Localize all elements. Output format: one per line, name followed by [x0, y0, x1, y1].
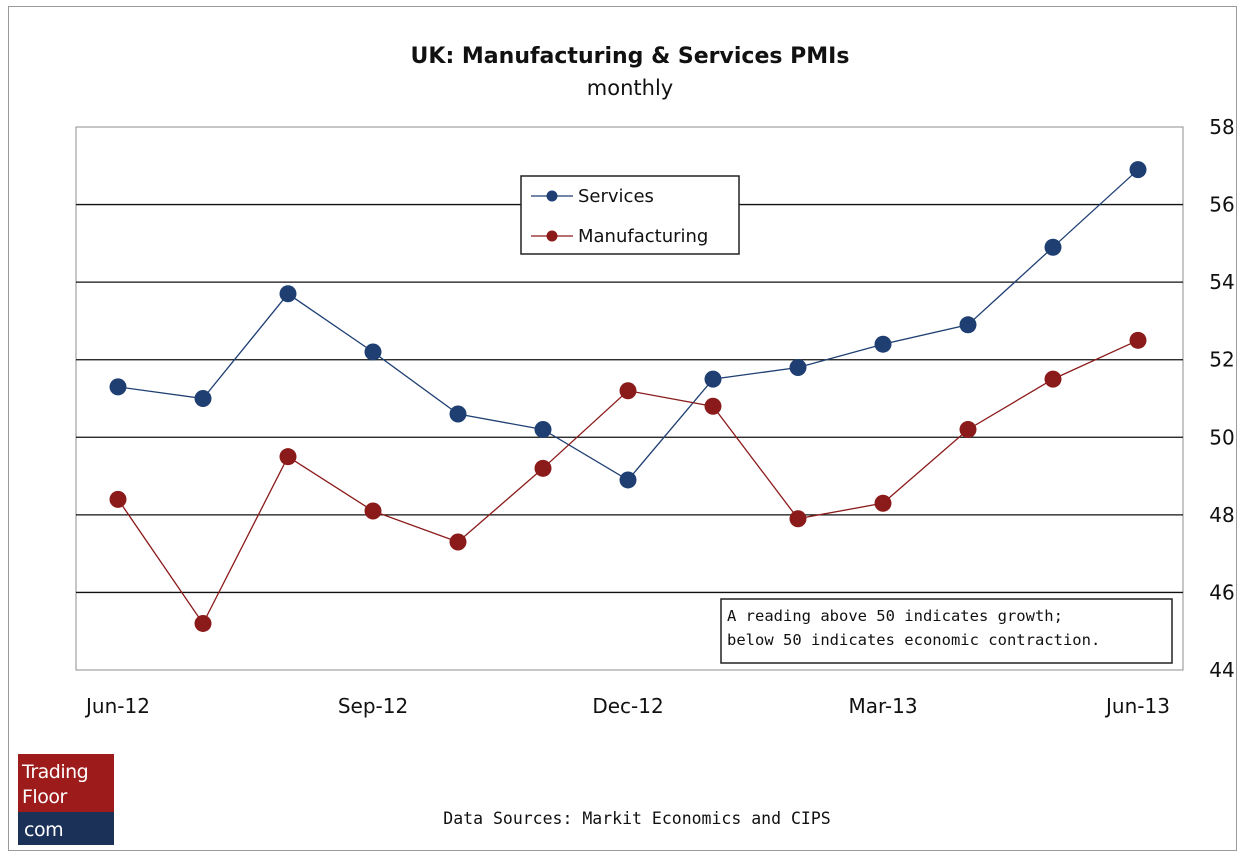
- data-point-services: [704, 370, 722, 388]
- series-services: [109, 161, 1147, 489]
- data-point-services: [449, 405, 467, 423]
- x-tick-label: Jun-13: [1104, 694, 1170, 718]
- tradingfloor-logo: Trading Floor com: [18, 754, 114, 845]
- legend-services-marker: [546, 190, 558, 202]
- y-tick-label: 52: [1209, 348, 1234, 372]
- data-point-manufacturing: [534, 459, 552, 477]
- data-point-manufacturing: [959, 421, 977, 439]
- data-point-manufacturing: [874, 494, 892, 512]
- y-tick-label: 48: [1209, 503, 1234, 527]
- data-point-services: [1044, 238, 1062, 256]
- y-axis-tick-labels: 44 46 48 50 52 54 56 58: [1209, 115, 1234, 682]
- x-tick-label: Jun-12: [84, 694, 150, 718]
- data-point-manufacturing: [1129, 331, 1147, 349]
- data-point-services: [959, 316, 977, 334]
- data-point-manufacturing: [364, 502, 382, 520]
- y-tick-label: 50: [1209, 425, 1234, 449]
- y-tick-label: 56: [1209, 193, 1234, 217]
- annotation-box: [720, 598, 1173, 664]
- data-point-manufacturing: [789, 510, 807, 528]
- y-tick-label: 46: [1209, 580, 1234, 604]
- data-point-services: [364, 343, 382, 361]
- data-point-manufacturing: [109, 490, 127, 508]
- legend-services-label: Services: [578, 186, 654, 207]
- data-point-manufacturing: [704, 397, 722, 415]
- data-point-services: [874, 335, 892, 353]
- legend-manufacturing-label: Manufacturing: [578, 226, 708, 247]
- y-tick-label: 54: [1209, 270, 1234, 294]
- gridlines: [76, 203, 1183, 594]
- data-point-services: [279, 285, 297, 303]
- data-point-services: [789, 358, 807, 376]
- data-point-manufacturing: [194, 614, 212, 632]
- logo-bottom-block: [18, 812, 114, 845]
- y-tick-label: 58: [1209, 115, 1234, 139]
- annotation: A reading above 50 indicates growth; bel…: [720, 598, 1173, 664]
- logo-line-1: Trading: [21, 761, 88, 783]
- data-point-manufacturing: [1044, 370, 1062, 388]
- series-layer: [109, 161, 1147, 632]
- data-point-services: [109, 378, 127, 396]
- x-tick-label: Sep-12: [338, 694, 408, 718]
- annotation-line-1: A reading above 50 indicates growth;: [727, 607, 1063, 625]
- logo-line-2: Floor: [22, 786, 67, 808]
- legend: Services Manufacturing: [520, 175, 740, 255]
- data-point-manufacturing: [449, 533, 467, 551]
- data-source: Data Sources: Markit Economics and CIPS: [443, 809, 830, 828]
- annotation-line-2: below 50 indicates economic contraction.: [727, 631, 1100, 649]
- logo-top-block: [18, 754, 114, 812]
- data-point-services: [194, 390, 212, 407]
- chart-subtitle: monthly: [587, 76, 673, 100]
- data-point-manufacturing: [619, 382, 637, 400]
- legend-box: [520, 175, 740, 255]
- logo-line-3: com: [24, 819, 63, 841]
- data-point-services: [1129, 161, 1147, 179]
- y-tick-label: 44: [1209, 658, 1234, 682]
- data-point-services: [619, 471, 637, 489]
- data-point-services: [534, 421, 552, 439]
- x-tick-label: Mar-13: [848, 694, 917, 718]
- data-point-manufacturing: [279, 448, 297, 466]
- chart-title: UK: Manufacturing & Services PMIs: [411, 44, 850, 69]
- legend-manufacturing-marker: [546, 230, 558, 242]
- x-axis-tick-labels: Jun-12 Sep-12 Dec-12 Mar-13 Jun-13: [84, 694, 1170, 718]
- series-manufacturing: [109, 331, 1147, 632]
- x-tick-label: Dec-12: [592, 694, 663, 718]
